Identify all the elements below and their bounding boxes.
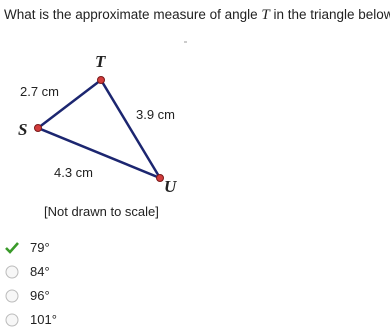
option-label: 101° (30, 312, 57, 327)
radio-circle (5, 265, 19, 279)
vertex-dot (156, 174, 164, 182)
vertex-label: T (95, 52, 106, 71)
vertex-dot (34, 124, 42, 132)
vertex-dot (97, 76, 105, 84)
vertex-label: S (18, 120, 28, 139)
question: What is the approximate measure of angle… (4, 7, 390, 24)
radio-circle (5, 313, 19, 327)
side-label: 3.9 cm (136, 107, 176, 122)
option[interactable]: 101° (0, 310, 120, 330)
radio-button[interactable] (4, 288, 20, 304)
radio-button[interactable] (4, 264, 20, 280)
vertex-label: U (164, 177, 177, 196)
question-variable: T (261, 7, 270, 23)
check-mark-path (5, 242, 19, 254)
option-label: 84° (30, 264, 50, 279)
question-text: in the triangle below? (269, 7, 390, 22)
side-label: 2.7 cm (20, 84, 60, 99)
option[interactable]: 79° (0, 238, 120, 258)
radio-circle (5, 289, 19, 303)
question-text: What is the approximate measure of angle (4, 7, 262, 22)
triangle-diagram (34, 41, 187, 182)
option[interactable]: 96° (0, 286, 120, 306)
note: [Not drawn to scale] (44, 204, 159, 219)
option-label: 79° (30, 240, 50, 255)
check-mark[interactable] (4, 240, 20, 256)
option-label: 96° (30, 288, 50, 303)
triangle (35, 78, 164, 181)
side-label: 4.3 cm (54, 165, 94, 180)
radio-button[interactable] (4, 312, 20, 328)
option[interactable]: 84° (0, 262, 120, 282)
